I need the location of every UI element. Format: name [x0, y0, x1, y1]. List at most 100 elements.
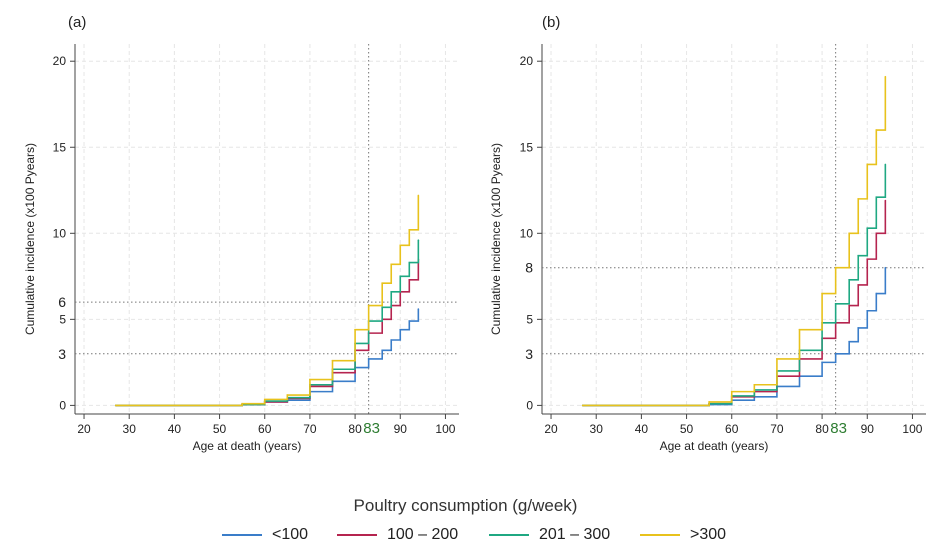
data-point	[581, 404, 584, 407]
legend-swatch-201-300	[489, 534, 529, 536]
x-tick-label: 60	[258, 422, 272, 436]
data-point	[875, 196, 878, 198]
reference-value-label: 3	[525, 346, 533, 362]
data-point	[857, 327, 860, 329]
data-point	[114, 404, 117, 407]
data-point	[399, 275, 402, 278]
data-point	[875, 292, 878, 295]
y-tick-label: 5	[59, 312, 66, 326]
x-axis-title: Age at death (years)	[193, 439, 302, 453]
legend-item-lt100: <100	[222, 526, 308, 544]
reference-value-label: 8	[525, 260, 533, 276]
data-point	[381, 282, 384, 285]
y-tick-label: 5	[526, 312, 533, 326]
data-point	[218, 404, 221, 407]
chart-panel-b: (b) 20 30 40 50 60 70 80 90 100 0 5 10 15 20 3 8 83 Age at…	[489, 14, 926, 453]
legend-item-201-300: 201 – 300	[489, 526, 610, 544]
legend-title: Poultry consumption (g/week)	[353, 496, 578, 515]
x-tick-label: 100	[435, 422, 455, 436]
x-tick-label: 70	[303, 422, 317, 436]
data-point	[884, 266, 887, 269]
data-point	[367, 358, 370, 360]
y-axis-title: Cumulative incidence (x100 Pyears)	[23, 143, 37, 335]
data-point	[753, 383, 756, 386]
panel-label: (b)	[542, 14, 560, 31]
legend-label-gt300: >300	[690, 526, 727, 543]
data-point	[834, 266, 837, 269]
data-point	[286, 394, 289, 396]
series-line-lt100	[115, 309, 420, 407]
data-point	[381, 306, 384, 309]
data-point	[848, 304, 850, 307]
data-point	[417, 308, 420, 310]
legend-swatch-100-200	[337, 534, 377, 536]
data-point	[834, 303, 837, 305]
y-tick-label: 0	[526, 398, 533, 412]
data-point	[848, 232, 850, 235]
series-line-gt300	[115, 195, 420, 407]
x-tick-label: 80	[815, 422, 829, 436]
y-tick-label: 10	[53, 226, 67, 240]
x-tick-label: 50	[680, 422, 694, 436]
x-tick-label: 30	[123, 422, 137, 436]
data-point	[730, 390, 733, 393]
x-tick-label: 20	[77, 422, 91, 436]
x-tick-label: 100	[902, 422, 922, 436]
series-line-gt300	[582, 76, 887, 407]
data-point	[408, 278, 411, 281]
reference-v-label: 83	[830, 420, 847, 437]
data-point	[390, 291, 393, 293]
data-point	[875, 232, 878, 235]
data-point	[834, 352, 837, 355]
x-tick-label: 90	[394, 422, 408, 436]
y-tick-label: 20	[53, 54, 67, 68]
reference-v-label: 83	[363, 420, 380, 437]
data-point	[354, 328, 356, 331]
legend-label-201-300: 201 – 300	[539, 526, 611, 543]
data-point	[381, 349, 384, 352]
reference-value-label: 3	[58, 346, 66, 362]
panel-label: (a)	[68, 14, 86, 31]
data-point	[848, 278, 850, 281]
x-tick-label: 80	[348, 422, 362, 436]
data-point	[408, 320, 411, 322]
y-tick-label: 15	[53, 140, 67, 154]
y-tick-label: 20	[520, 54, 534, 68]
x-tick-label: 30	[590, 422, 604, 436]
data-point	[408, 229, 411, 231]
data-point	[408, 261, 411, 264]
x-tick-label: 40	[635, 422, 649, 436]
data-point	[417, 239, 420, 241]
x-tick-label: 50	[213, 422, 227, 436]
series-line-lt100	[582, 267, 887, 407]
x-tick-label: 60	[725, 422, 739, 436]
y-tick-label: 0	[59, 398, 66, 412]
data-point	[390, 263, 393, 266]
legend-label-lt100: <100	[272, 526, 309, 543]
data-point	[241, 402, 243, 405]
y-axis-title: Cumulative incidence (x100 Pyears)	[489, 143, 503, 335]
data-point	[866, 258, 869, 260]
data-point	[857, 254, 860, 257]
data-point	[884, 163, 887, 166]
data-point	[821, 361, 823, 364]
data-point	[399, 244, 402, 247]
data-point	[263, 398, 266, 401]
y-tick-label: 15	[520, 140, 534, 154]
data-point	[685, 404, 688, 407]
data-point	[866, 227, 869, 229]
data-point	[367, 304, 370, 307]
data-point	[309, 378, 311, 381]
legend-swatch-lt100	[222, 534, 262, 536]
series-line-100-200	[115, 259, 420, 407]
x-tick-label: 90	[861, 422, 875, 436]
legend-swatch-gt300	[640, 534, 680, 536]
data-point	[417, 194, 420, 197]
data-point	[390, 339, 393, 341]
series-line-201-300	[582, 164, 887, 407]
data-point	[857, 198, 860, 200]
x-tick-label: 70	[770, 422, 784, 436]
legend-item-gt300: >300	[640, 526, 726, 544]
data-point	[875, 129, 878, 131]
